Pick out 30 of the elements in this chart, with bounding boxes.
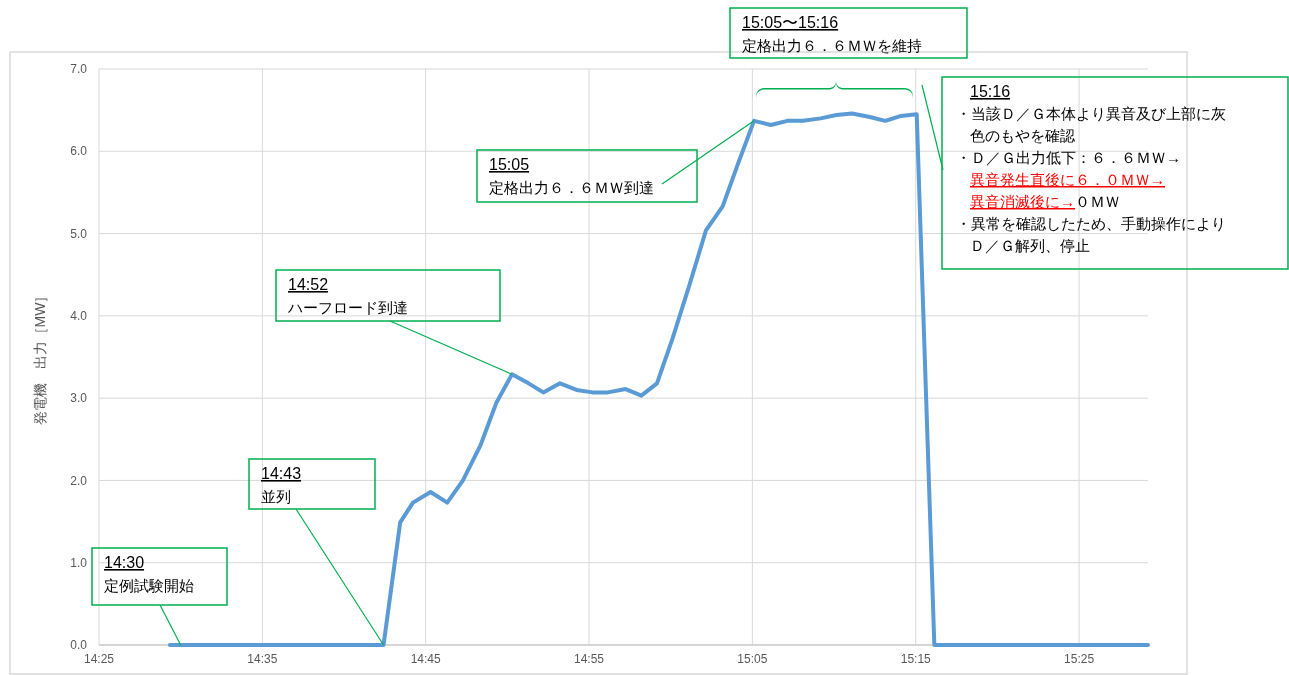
annotation: ・Ｄ／Ｇ出力低下：６．６ＭＷ→異音発生直後に６．０ＭＷ→異音消滅後に→０ＭＷ	[956, 149, 1181, 210]
x-tick-label: 15:05	[737, 652, 768, 666]
y-tick-label: 5.0	[70, 226, 88, 241]
y-tick-label: 7.0	[70, 62, 88, 77]
y-tick-label: 3.0	[70, 391, 88, 406]
x-tick-label: 15:25	[1064, 652, 1095, 666]
x-tick-label: 14:45	[410, 652, 442, 666]
annotation: ・異常を確認したため、手動操作によりＤ／Ｇ解列、停止	[956, 215, 1226, 254]
annotation: 定例試験開始	[104, 577, 194, 594]
y-tick-label: 4.0	[70, 309, 88, 324]
annotation: 並列	[261, 488, 291, 505]
annotation: ・当該Ｄ／Ｇ本体より異音及び上部に灰色のもやを確認	[956, 105, 1226, 144]
annotation: 14:30	[104, 554, 145, 571]
annotation: 15:16	[970, 83, 1011, 100]
x-tick-label: 15:15	[900, 652, 932, 666]
annotation: 15:05	[489, 156, 530, 173]
y-tick-label: 0.0	[70, 638, 88, 653]
y-tick-label: 2.0	[70, 473, 88, 488]
x-tick-label: 14:55	[574, 652, 605, 666]
annotation: 14:52	[288, 276, 329, 293]
annotation: ハーフロード到達	[287, 299, 408, 316]
y-axis-title: 発電機 出力［MW］	[32, 288, 48, 426]
text: 15:05〜15:16	[742, 14, 839, 31]
y-tick-label: 1.0	[70, 555, 88, 570]
text: 定格出力６．６ＭＷを維持	[742, 37, 922, 54]
annotation: 14:43	[261, 465, 302, 482]
x-tick-label: 14:35	[247, 652, 278, 666]
y-tick-label: 6.0	[70, 144, 88, 159]
annotation: 定格出力６．６ＭＷ到達	[489, 179, 654, 196]
x-tick-label: 14:25	[83, 652, 115, 666]
